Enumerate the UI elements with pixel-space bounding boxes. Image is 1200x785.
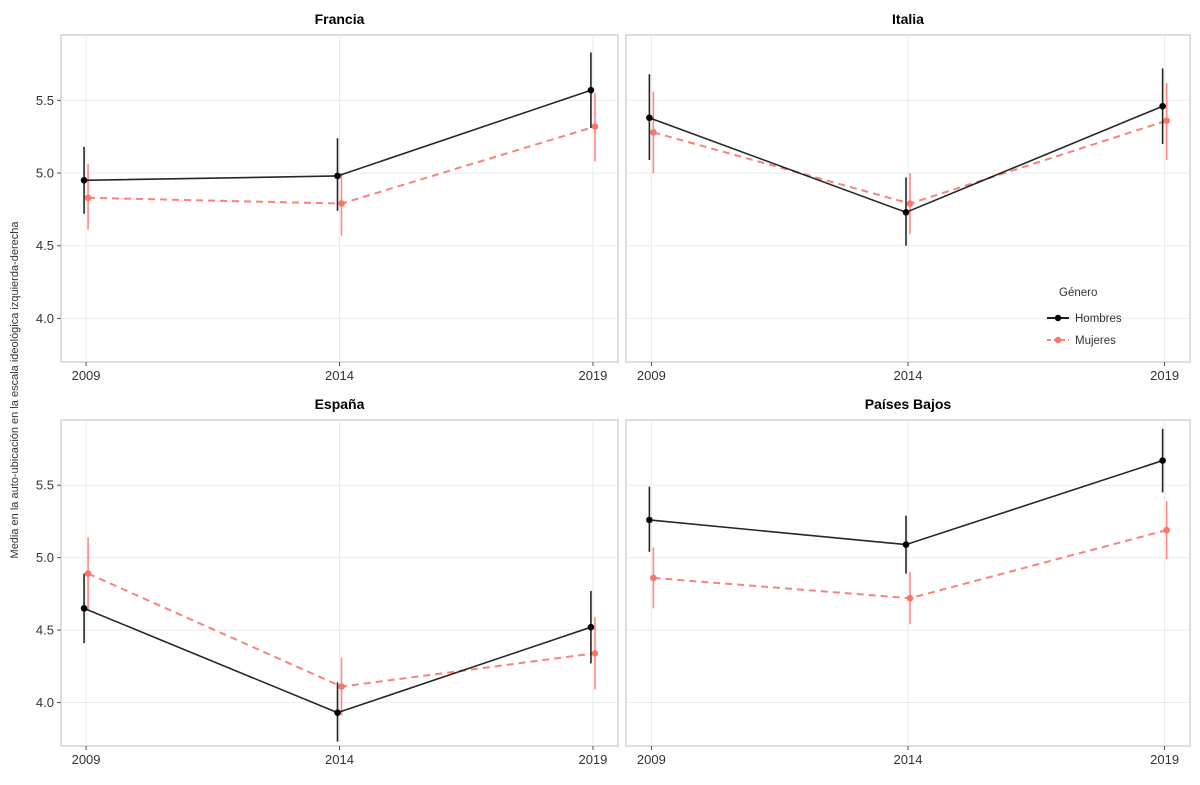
y-tick-label: 5.5 — [36, 93, 54, 108]
x-tick-label: 2009 — [72, 368, 101, 383]
legend: Género Hombres Mujeres — [1047, 287, 1122, 347]
x-tick-label: 2014 — [325, 368, 354, 383]
data-point-hombres — [587, 623, 595, 631]
legend-key-point — [1054, 336, 1062, 344]
x-tick-label: 2019 — [1150, 752, 1179, 767]
x-tick-label: 2009 — [72, 752, 101, 767]
data-point-mujeres — [84, 570, 92, 577]
y-tick-label: 4.5 — [36, 238, 54, 253]
panel-title: Francia — [315, 11, 365, 27]
panel-title: Italia — [892, 11, 924, 27]
legend-key-point — [1054, 314, 1062, 322]
y-tick-label: 4.0 — [36, 695, 54, 710]
legend-title: Género — [1059, 287, 1097, 299]
data-point-hombres — [902, 541, 910, 548]
data-point-hombres — [646, 516, 653, 524]
data-point-hombres — [1159, 457, 1166, 464]
x-tick-label: 2019 — [578, 752, 607, 767]
panel-3: España 4.0 4.5 5.0 5.5 2009 2014 2019 — [36, 396, 619, 767]
panel-4: Países Bajos 2009 2014 2019 — [625, 396, 1191, 767]
x-tick-label: 2014 — [894, 368, 923, 383]
panel-2: Italia 2009 2014 2019 Género Hombres Mujeres — [625, 11, 1191, 383]
data-point-mujeres — [591, 649, 599, 657]
data-point-mujeres — [650, 129, 657, 136]
legend-label: Mujeres — [1075, 335, 1116, 347]
data-point-hombres — [646, 114, 653, 122]
data-point-hombres — [587, 86, 595, 94]
y-tick-label: 5.0 — [36, 550, 54, 565]
x-tick-label: 2014 — [894, 752, 923, 767]
data-point-hombres — [80, 605, 88, 612]
data-point-hombres — [902, 209, 910, 216]
data-point-mujeres — [591, 123, 599, 130]
data-point-mujeres — [650, 574, 657, 582]
data-point-mujeres — [338, 200, 345, 207]
data-point-mujeres — [1163, 526, 1170, 534]
data-point-hombres — [1159, 102, 1166, 110]
y-tick-label: 4.5 — [36, 623, 54, 638]
data-point-mujeres — [906, 594, 914, 602]
panel-title: España — [315, 396, 365, 412]
data-point-hombres — [334, 172, 341, 180]
y-axis-title: Media en la auto-ubicación en la escala … — [9, 221, 21, 559]
legend-label: Hombres — [1075, 313, 1122, 325]
data-point-hombres — [334, 709, 341, 716]
x-tick-label: 2019 — [578, 368, 607, 383]
data-point-mujeres — [338, 683, 345, 690]
data-point-hombres — [80, 177, 88, 184]
panel-1: Francia 4.0 4.5 5.0 5.5 2009 2014 2019 — [36, 11, 619, 383]
x-tick-label: 2009 — [637, 752, 666, 767]
y-tick-label: 5.0 — [36, 166, 54, 181]
data-point-mujeres — [1163, 117, 1170, 125]
y-tick-label: 5.5 — [36, 478, 54, 493]
y-tick-label: 4.0 — [36, 311, 54, 326]
x-tick-label: 2014 — [325, 752, 354, 767]
data-point-mujeres — [906, 200, 914, 207]
x-tick-label: 2019 — [1150, 368, 1179, 383]
panel-title: Países Bajos — [865, 396, 952, 412]
x-tick-label: 2009 — [637, 368, 666, 383]
data-point-mujeres — [84, 194, 92, 202]
